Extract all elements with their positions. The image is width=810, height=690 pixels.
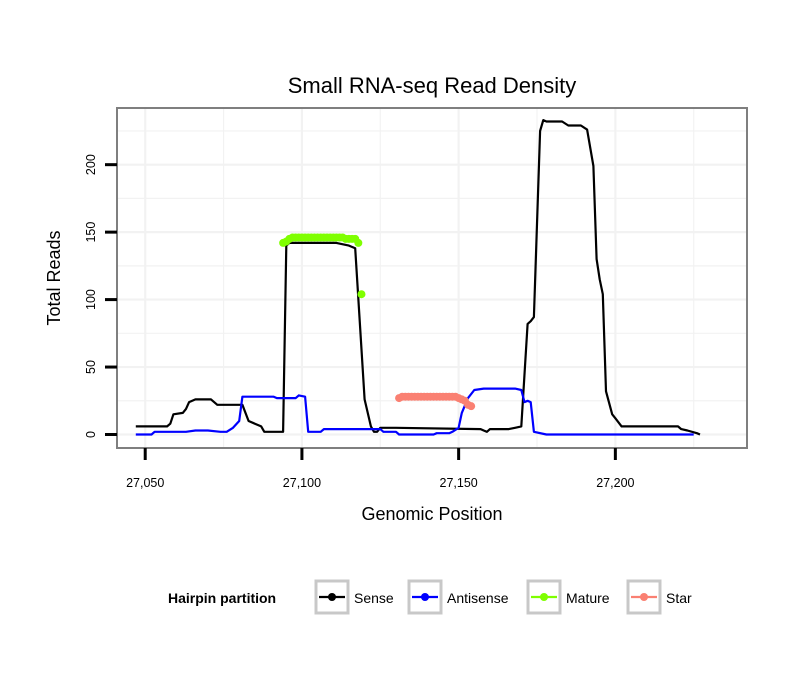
legend-title: Hairpin partition bbox=[168, 590, 276, 606]
data-point-mature bbox=[357, 290, 366, 299]
y-tick-label: 0 bbox=[84, 431, 98, 438]
x-tick-label: 27,100 bbox=[283, 476, 321, 490]
plot-panel-border bbox=[116, 107, 748, 449]
y-tick-label: 100 bbox=[84, 289, 98, 310]
legend-label-sense: Sense bbox=[354, 590, 394, 606]
x-axis-title: Genomic Position bbox=[361, 504, 502, 524]
y-axis: 0 50 100 150 200 bbox=[84, 154, 117, 438]
legend-label-antisense: Antisense bbox=[447, 590, 509, 606]
y-tick-label: 200 bbox=[84, 154, 98, 175]
data-point-mature bbox=[354, 238, 363, 247]
y-axis-title: Total Reads bbox=[44, 230, 64, 325]
x-tick-label: 27,150 bbox=[440, 476, 478, 490]
legend-key-star bbox=[626, 579, 662, 615]
series-layer bbox=[135, 119, 701, 436]
legend-key-point bbox=[421, 593, 429, 601]
series-line-antisense bbox=[135, 387, 694, 436]
series-line-sense bbox=[135, 119, 701, 436]
data-point-star bbox=[467, 402, 476, 411]
x-tick-label: 27,200 bbox=[596, 476, 634, 490]
legend-key-point bbox=[328, 593, 336, 601]
grid bbox=[117, 108, 747, 448]
series-sense bbox=[135, 119, 701, 436]
legend-label-mature: Mature bbox=[566, 590, 610, 606]
chart-title: Small RNA-seq Read Density bbox=[288, 73, 577, 98]
legend-key-point bbox=[540, 593, 548, 601]
legend-key-sense bbox=[314, 579, 350, 615]
y-tick-label: 150 bbox=[84, 222, 98, 243]
series-star bbox=[395, 392, 476, 411]
series-mature bbox=[279, 233, 366, 299]
legend-label-star: Star bbox=[666, 590, 692, 606]
legend: Hairpin partition Sense Antisense Mature St… bbox=[168, 579, 692, 615]
legend-key-point bbox=[640, 593, 648, 601]
y-tick-label: 50 bbox=[84, 360, 98, 374]
x-tick-label: 27,050 bbox=[126, 476, 164, 490]
x-axis: 27,050 27,100 27,150 27,200 bbox=[126, 448, 635, 490]
legend-key-mature bbox=[526, 579, 562, 615]
legend-key-antisense bbox=[407, 579, 443, 615]
series-antisense bbox=[135, 387, 694, 436]
